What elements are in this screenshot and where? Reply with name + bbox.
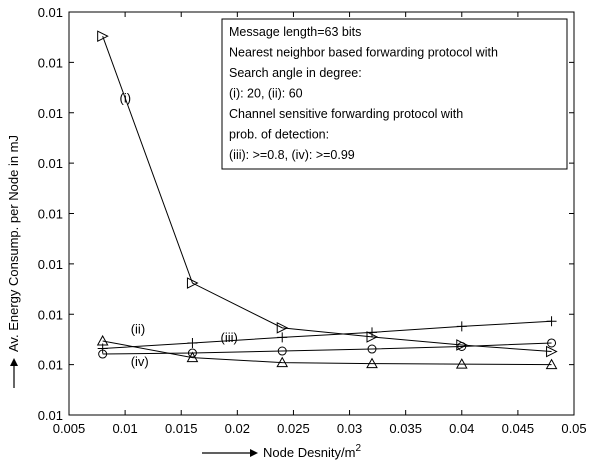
legend-line: prob. of detection:	[229, 128, 329, 142]
legend-lines: Message length=63 bits Nearest neighbor b…	[229, 25, 498, 162]
data-point	[98, 349, 108, 359]
legend-line: (i): 20, (ii): 60	[229, 87, 303, 101]
x-tick-label: 0.025	[277, 421, 310, 436]
data-point	[186, 277, 199, 289]
data-point	[186, 351, 199, 363]
y-axis-label: Av. Energy Consump. per Node in mJ	[6, 135, 21, 388]
x-axis-label-text: Node Desnity/m2	[263, 443, 361, 460]
data-point	[547, 338, 557, 348]
series-line	[102, 342, 552, 355]
data-point	[276, 322, 289, 334]
data-point	[367, 327, 377, 338]
data-point	[187, 337, 198, 348]
y-tick-label: 0.01	[38, 257, 63, 272]
legend-line: Nearest neighbor based forwarding protoc…	[229, 46, 498, 60]
x-tick-label: 0.01	[112, 421, 137, 436]
data-point	[97, 343, 108, 354]
x-tick-label: 0.045	[502, 421, 535, 436]
data-point	[455, 358, 468, 369]
x-tick-label: 0.015	[165, 421, 198, 436]
series-line	[102, 340, 552, 366]
series-line	[102, 320, 552, 350]
y-tick-label: 0.01	[38, 5, 63, 20]
series-label: (iii)	[221, 330, 238, 345]
data-point	[97, 30, 109, 42]
series-layer	[96, 30, 558, 370]
legend-line: Channel sensitive forwarding protocol wi…	[229, 107, 463, 121]
y-tick-label: 0.01	[38, 358, 63, 373]
y-tick-label: 0.01	[38, 408, 63, 423]
x-tick-label: 0.02	[225, 421, 250, 436]
data-point	[366, 357, 378, 369]
legend-line: Message length=63 bits	[229, 25, 361, 39]
series-label: (ii)	[131, 321, 145, 336]
series-label: (iv)	[131, 354, 149, 369]
data-point	[277, 346, 287, 356]
data-point	[367, 344, 377, 354]
data-point	[187, 348, 197, 358]
x-axis-label: Node Desnity/m2	[202, 443, 361, 460]
x-axis-ticks: 0.005 0.01 0.015 0.02 0.025 0.03 0.035 0.04 0.04…	[53, 12, 587, 436]
x-tick-label: 0.03	[337, 421, 362, 436]
x-tick-label: 0.005	[53, 421, 86, 436]
data-point	[546, 345, 558, 358]
y-axis-ticks: 0.01 0.01 0.01 0.01 0.01 0.01 0.01 0.01 0.01	[38, 5, 574, 423]
y-axis-label-text: Av. Energy Consump. per Node in mJ	[6, 135, 21, 352]
data-point	[456, 321, 467, 332]
y-tick-label: 0.01	[38, 55, 63, 70]
y-tick-label: 0.01	[38, 207, 63, 222]
series-label: (i)	[120, 91, 132, 106]
x-axis-label-main: Node Desnity/m	[263, 445, 355, 460]
data-point	[277, 332, 288, 343]
y-tick-label: 0.01	[38, 156, 63, 171]
series-labels: (i) (ii) (iii) (iv)	[120, 91, 238, 369]
x-tick-label: 0.05	[561, 421, 586, 436]
data-point	[276, 356, 289, 368]
data-point	[546, 316, 557, 327]
legend-box: Message length=63 bits Nearest neighbor b…	[221, 18, 568, 170]
y-tick-label: 0.01	[38, 106, 63, 121]
x-axis-label-superscript: 2	[355, 443, 361, 454]
data-point	[545, 358, 558, 370]
x-tick-label: 0.035	[389, 421, 422, 436]
x-tick-label: 0.04	[449, 421, 474, 436]
y-tick-label: 0.01	[38, 307, 63, 322]
legend-line: Search angle in degree:	[229, 66, 362, 80]
data-point	[457, 341, 467, 351]
legend-line: (iii): >=0.8, (iv): >=0.99	[229, 148, 355, 162]
